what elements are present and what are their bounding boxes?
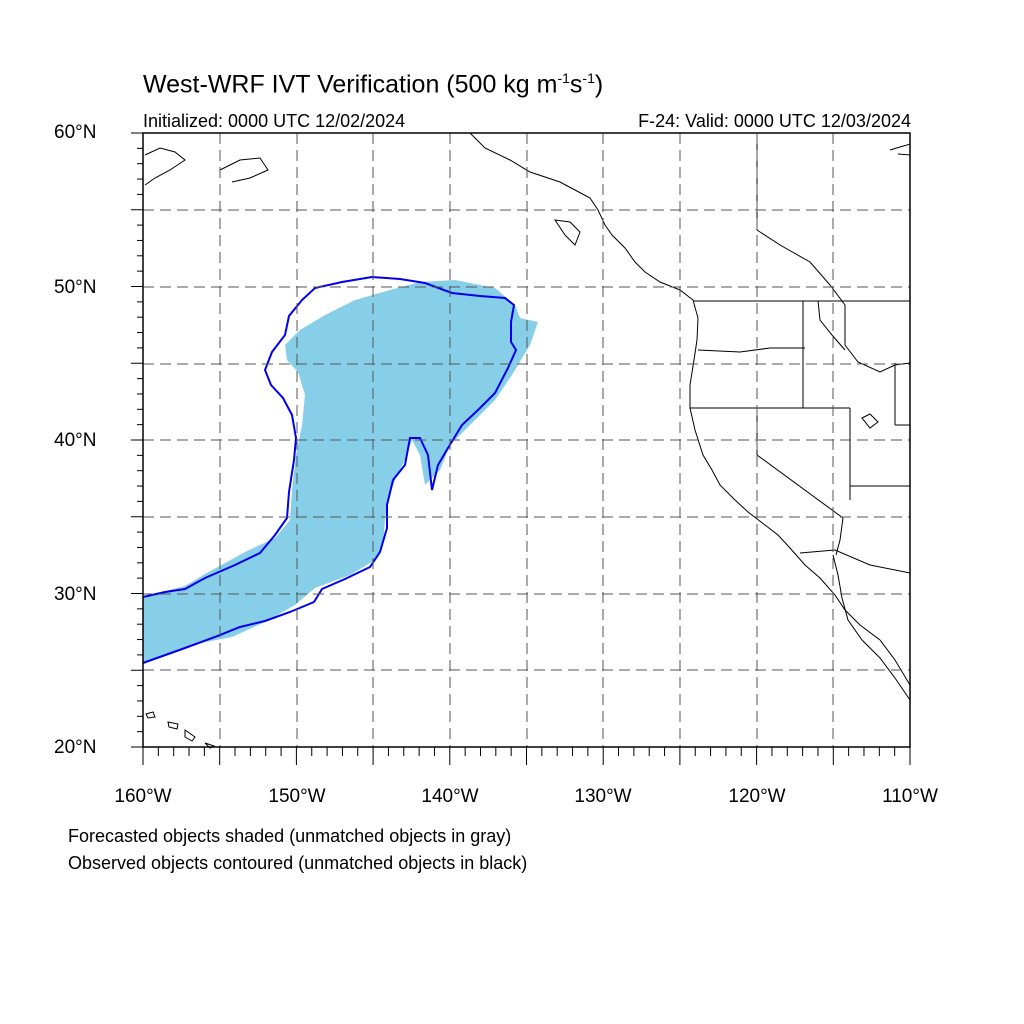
initialized-time: Initialized: 0000 UTC 12/02/2024 <box>143 111 406 131</box>
forecast-legend-note: Forecasted objects shaded (unmatched obj… <box>68 826 512 846</box>
lon-label-110w: 110°W <box>882 786 938 807</box>
lat-label-20: 20°N <box>54 737 97 758</box>
forecast-ivt-object <box>143 280 538 662</box>
lon-label-160w: 160°W <box>114 786 172 807</box>
valid-time: F-24: Valid: 0000 UTC 12/03/2024 <box>638 111 911 131</box>
lon-label-140w: 140°W <box>421 786 479 807</box>
lat-label-60: 60°N <box>54 122 97 143</box>
lon-label-130w: 130°W <box>574 786 632 807</box>
map-title: West-WRF IVT Verification (500 kg m-1s-1… <box>143 70 604 99</box>
lat-label-30: 30°N <box>54 584 97 605</box>
coastline <box>144 132 911 749</box>
axis-ticks <box>131 132 911 765</box>
political-boundaries <box>690 133 911 574</box>
observed-legend-note: Observed objects contoured (unmatched ob… <box>68 853 528 873</box>
lon-label-150w: 150°W <box>268 786 326 807</box>
lat-label-50: 50°N <box>54 277 97 298</box>
lon-label-120w: 120°W <box>728 786 786 807</box>
observed-ivt-contour <box>142 275 518 664</box>
lat-lon-grid <box>143 133 910 747</box>
lat-label-40: 40°N <box>54 430 97 451</box>
